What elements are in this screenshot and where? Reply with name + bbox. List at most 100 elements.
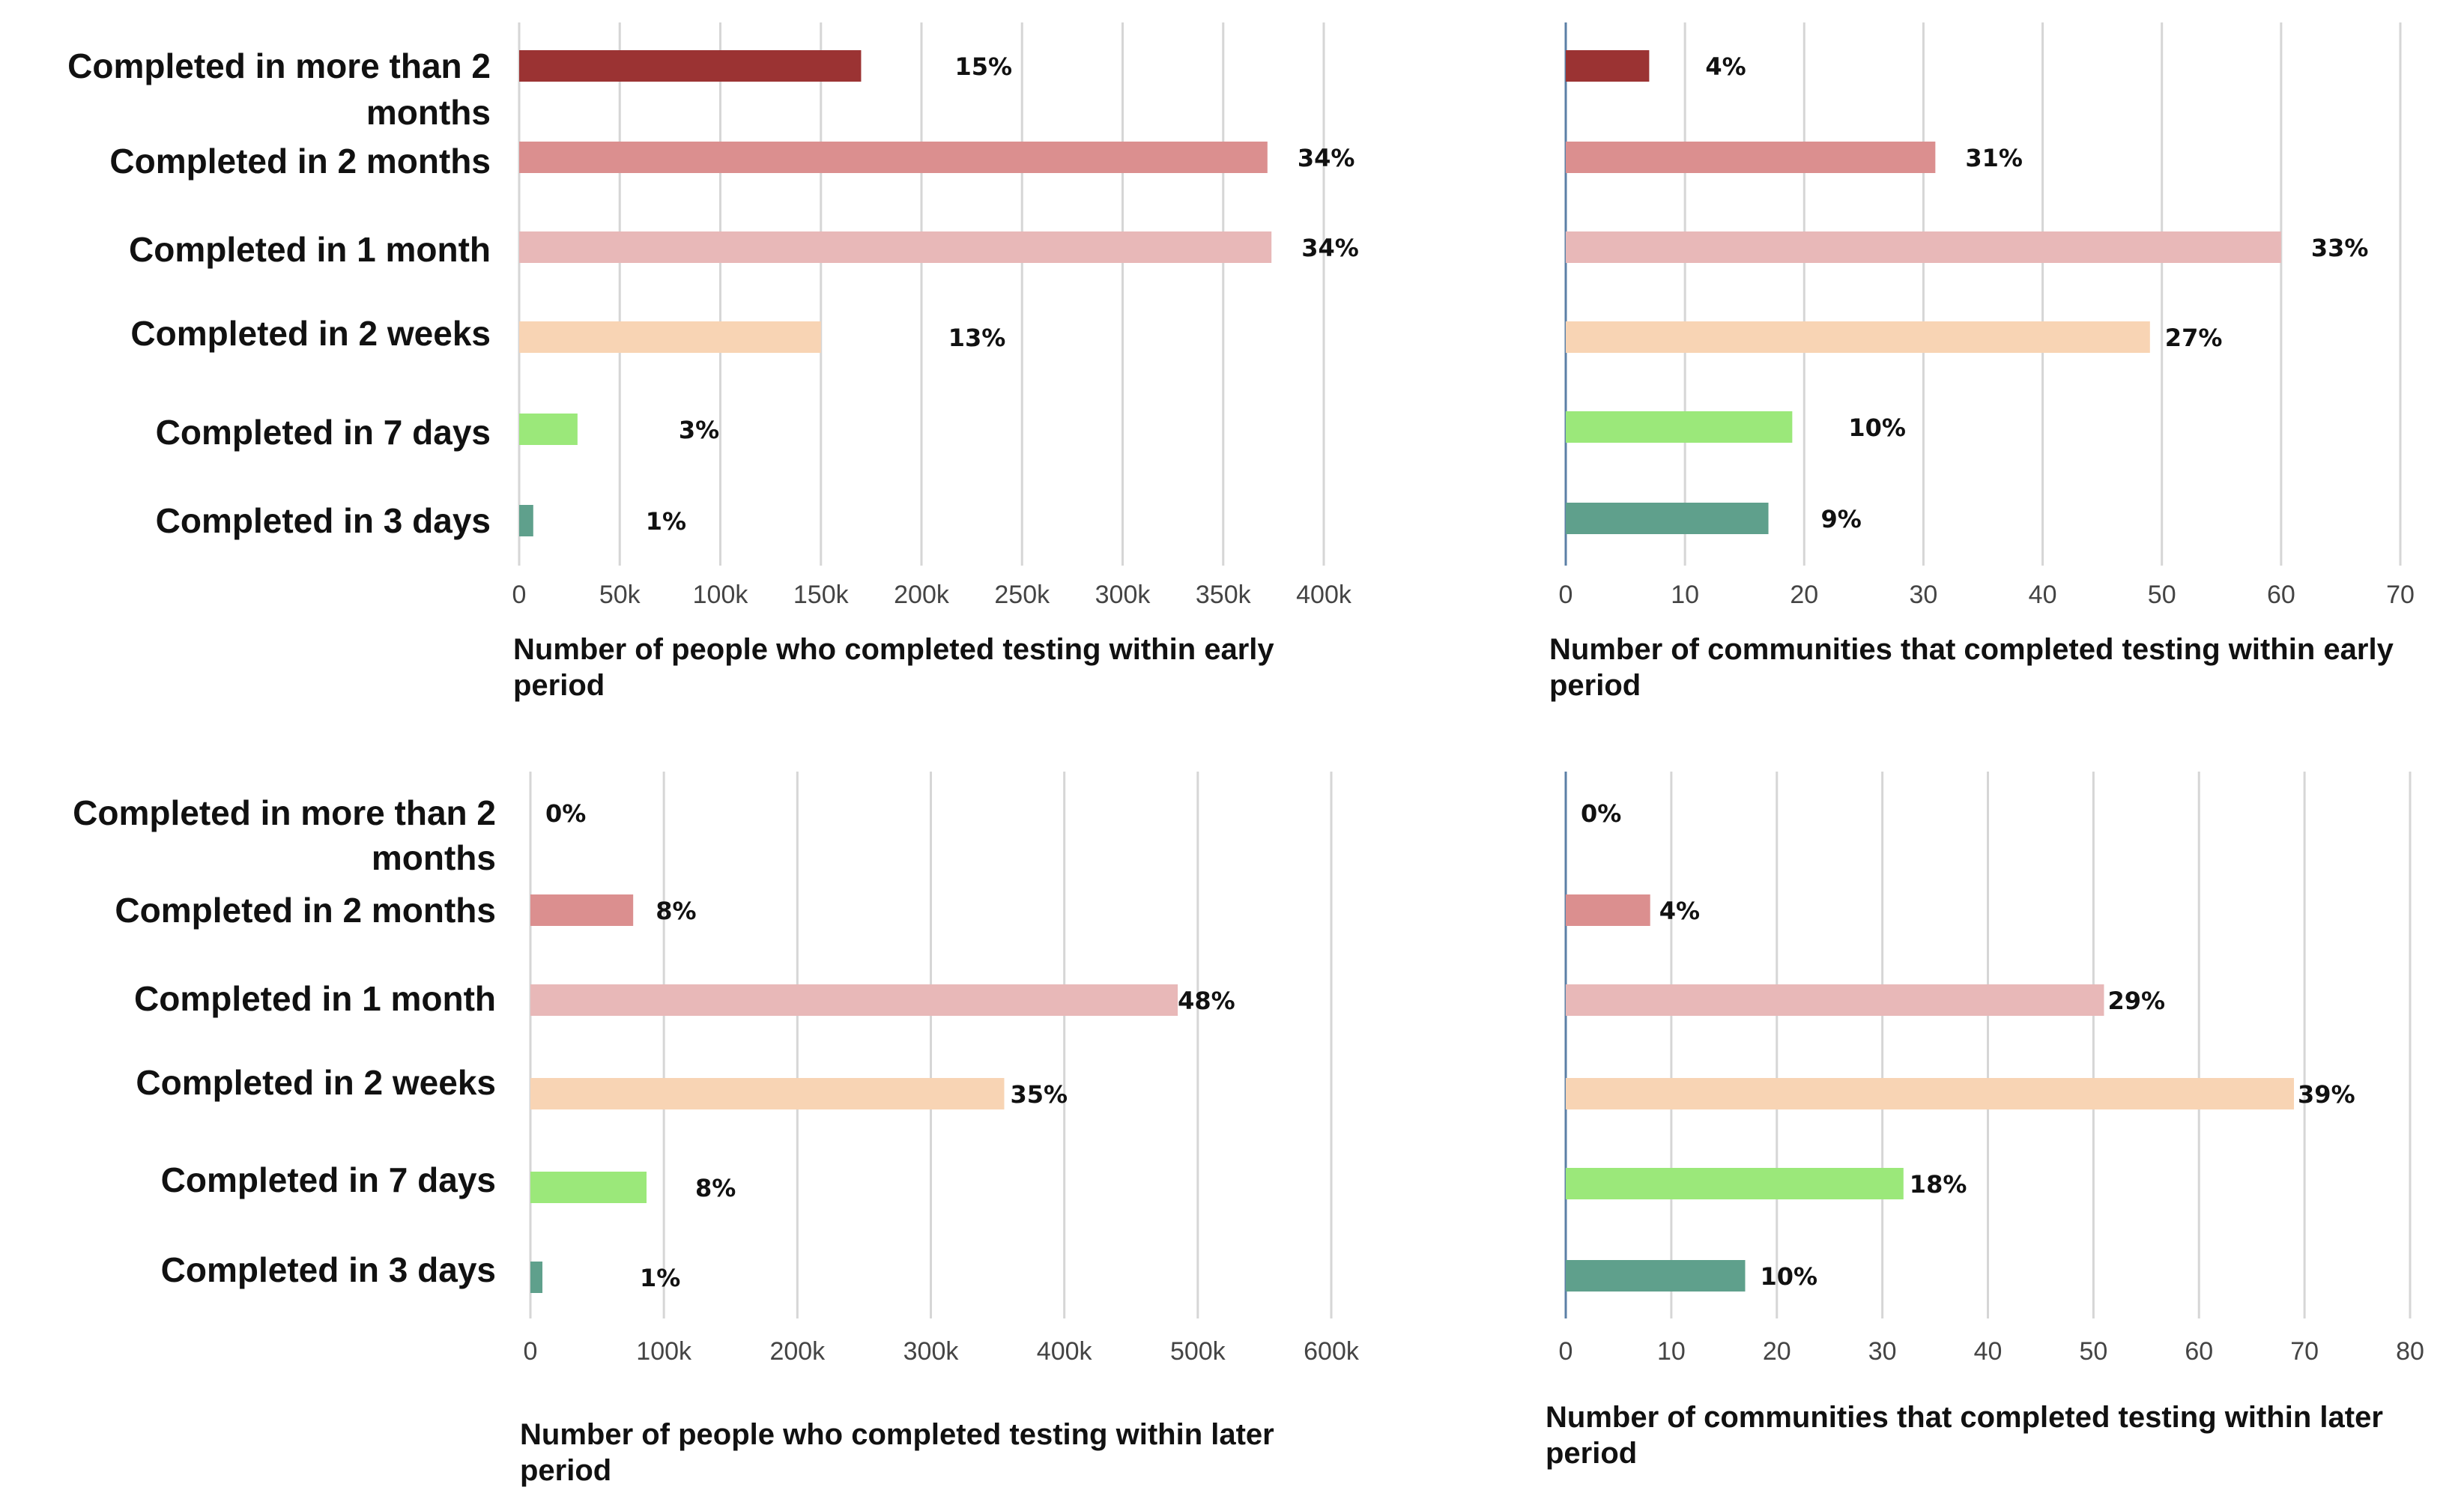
data-label: 33%: [2311, 234, 2369, 262]
data-label: 4%: [1705, 52, 1746, 81]
bar-1-month: [1566, 231, 2281, 263]
category-label: Completed in 2 months: [109, 142, 491, 181]
bar-3-days: [519, 505, 533, 536]
x-tick-label: 20: [1763, 1337, 1791, 1366]
data-label: 0%: [545, 799, 586, 828]
x-tick-label: 70: [2386, 581, 2415, 609]
x-axis-title: Number of people who completed testing w…: [513, 633, 1274, 666]
data-label: 0%: [1581, 799, 1621, 828]
x-tick-label: 400k: [1037, 1337, 1093, 1366]
bar-more-than-2-months: [519, 50, 862, 82]
x-axis-title: Number of people who completed testing w…: [520, 1418, 1274, 1451]
x-tick-label: 30: [1910, 581, 1938, 609]
x-tick-label: 70: [2290, 1337, 2319, 1366]
bar-3-days: [1566, 503, 1769, 534]
x-tick-label: 40: [1974, 1337, 2003, 1366]
x-tick-label: 100k: [636, 1337, 692, 1366]
data-label: 35%: [1010, 1080, 1068, 1109]
data-label: 29%: [2107, 987, 2165, 1015]
data-label: 18%: [1910, 1170, 1967, 1199]
category-label: Completed in more than 2: [67, 46, 491, 85]
bar-7-days: [530, 1172, 647, 1203]
data-label: 27%: [2165, 324, 2223, 352]
category-label: Completed in 1 month: [134, 979, 496, 1018]
data-label: 1%: [640, 1264, 680, 1292]
data-label: 48%: [1178, 987, 1235, 1015]
data-label: 13%: [948, 324, 1006, 352]
category-label: months: [372, 838, 496, 877]
data-label: 34%: [1298, 144, 1355, 172]
x-axis-title: period: [520, 1454, 611, 1487]
category-label: Completed in 2 months: [115, 891, 496, 930]
x-tick-label: 400k: [1296, 581, 1352, 609]
data-label: 10%: [1848, 414, 1906, 442]
x-tick-label: 60: [2185, 1337, 2213, 1366]
category-label: Completed in 3 days: [161, 1250, 496, 1289]
data-label: 8%: [695, 1174, 736, 1202]
x-tick-label: 300k: [1095, 581, 1151, 609]
category-label: months: [366, 93, 491, 132]
bar-2-months: [1566, 142, 1936, 173]
chart-panel-3: 0 100k 200k 300k 400k 500k 600k 0% Completed in …: [73, 772, 1360, 1487]
category-label: Completed in 7 days: [161, 1160, 496, 1199]
chart-panel-1: 0 50k 100k 150k 200k 250k 300k 350k 400k 15% Compl…: [67, 22, 1359, 702]
x-tick-label: 30: [1868, 1337, 1897, 1366]
bar-2-months: [519, 142, 1268, 173]
data-label: 34%: [1301, 234, 1359, 262]
bar-2-months: [1566, 894, 1650, 926]
bar-7-days: [1566, 1168, 1904, 1199]
chart-panel-4: 0 10 20 30 40 50 60 70 80 0% 4% 29% 39% 18% 10% Number …: [1546, 772, 2424, 1470]
x-tick-label: 10: [1657, 1337, 1686, 1366]
data-label: 9%: [1821, 505, 1862, 533]
data-label: 39%: [2298, 1080, 2355, 1109]
data-label: 1%: [646, 507, 686, 536]
data-label: 3%: [679, 416, 719, 444]
x-axis-title: Number of communities that completed tes…: [1549, 633, 2394, 666]
x-axis-title: period: [513, 669, 605, 702]
x-tick-label: 80: [2396, 1337, 2424, 1366]
category-label: Completed in 2 weeks: [130, 314, 491, 353]
x-tick-label: 600k: [1304, 1337, 1360, 1366]
x-tick-label: 150k: [793, 581, 850, 609]
chart-panel-2: 0 10 20 30 40 50 60 70 4% 31% 33% 27% 10% 9% Number of…: [1549, 22, 2415, 702]
x-axis-title: Number of communities that completed tes…: [1546, 1401, 2383, 1434]
x-tick-label: 50k: [599, 581, 641, 609]
x-tick-label: 100k: [693, 581, 749, 609]
x-tick-label: 50: [2148, 581, 2176, 609]
x-tick-label: 300k: [903, 1337, 960, 1366]
x-tick-label: 200k: [894, 581, 950, 609]
bar-2-weeks: [1566, 1078, 2295, 1109]
category-label: Completed in 3 days: [156, 501, 491, 540]
x-tick-label: 50: [2079, 1337, 2107, 1366]
x-tick-label: 350k: [1196, 581, 1252, 609]
x-tick-label: 0: [524, 1337, 538, 1366]
bar-1-month: [530, 984, 1178, 1016]
x-tick-label: 200k: [769, 1337, 826, 1366]
bar-2-weeks: [519, 321, 821, 353]
x-axis-title: period: [1546, 1437, 1637, 1470]
x-tick-label: 500k: [1170, 1337, 1226, 1366]
category-label: Completed in 2 weeks: [136, 1063, 496, 1102]
x-tick-label: 20: [1790, 581, 1818, 609]
bar-1-month: [519, 231, 1272, 263]
x-axis-title: period: [1549, 669, 1641, 702]
x-tick-label: 0: [512, 581, 527, 609]
data-label: 15%: [954, 52, 1012, 81]
category-label: Completed in more than 2: [73, 793, 496, 832]
bar-2-weeks: [530, 1078, 1005, 1109]
bar-2-weeks: [1566, 321, 2150, 353]
bar-1-month: [1566, 984, 2104, 1016]
data-label: 8%: [656, 897, 696, 925]
category-label: Completed in 1 month: [129, 230, 491, 269]
bar-3-days: [1566, 1260, 1746, 1292]
category-label: Completed in 7 days: [156, 413, 491, 452]
bar-2-months: [530, 894, 634, 926]
x-tick-label: 40: [2029, 581, 2057, 609]
data-label: 4%: [1659, 897, 1700, 925]
data-label: 31%: [1965, 144, 2023, 172]
x-tick-label: 60: [2267, 581, 2295, 609]
data-label: 10%: [1760, 1262, 1817, 1291]
x-tick-label: 0: [1559, 581, 1573, 609]
bar-more-than-2-months: [1566, 50, 1650, 82]
